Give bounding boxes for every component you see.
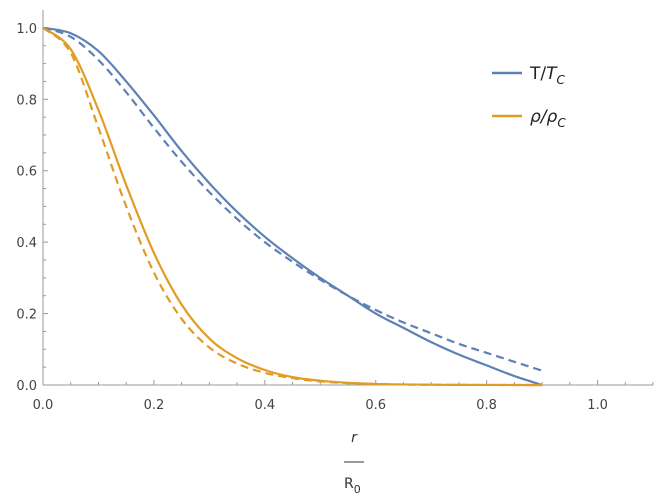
y-tick-label: 1.0 (16, 22, 37, 37)
y-tick-label: 0.8 (16, 93, 37, 108)
x-label-denominator: R0 (344, 476, 361, 496)
x-tick-label: 0.0 (33, 398, 54, 413)
x-tick-label: 0.6 (365, 398, 386, 413)
legend-label-1: ρ/ρC (530, 107, 566, 130)
series-line-2 (42, 26, 543, 387)
x-tick-label: 1.0 (587, 398, 608, 413)
y-tick-label: 0.4 (16, 236, 37, 251)
legend-label-0: T/TC (529, 64, 566, 87)
y-ticks: 0.0 0.2 0.4 0.6 0.8 1.0 (16, 22, 48, 394)
series-layer (42, 26, 543, 387)
x-tick-label: 0.2 (144, 398, 165, 413)
series-line-0 (42, 26, 543, 387)
x-tick-label: 0.4 (254, 398, 275, 413)
y-tick-label: 0.0 (16, 379, 37, 394)
axes: 0.0 0.2 0.4 0.6 0.8 1.0 0.0 0.2 0.4 0.6 0.8 1.0 (16, 10, 654, 413)
x-label-numerator: r (351, 430, 358, 446)
series-line-1 (42, 26, 543, 372)
y-tick-label: 0.2 (16, 308, 37, 323)
x-ticks: 0.0 0.2 0.4 0.6 0.8 1.0 (33, 380, 654, 413)
y-tick-label: 0.6 (16, 165, 37, 180)
x-tick-label: 0.8 (476, 398, 497, 413)
legend: T/TC ρ/ρC (492, 64, 566, 130)
x-axis-label: r R0 (344, 430, 364, 496)
